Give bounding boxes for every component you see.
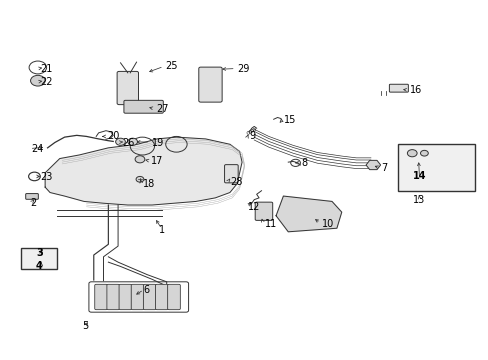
Circle shape: [30, 75, 45, 86]
Polygon shape: [366, 160, 380, 170]
Text: 12: 12: [248, 202, 260, 212]
FancyBboxPatch shape: [224, 165, 238, 183]
Text: 3: 3: [36, 248, 42, 258]
Circle shape: [127, 138, 137, 145]
FancyBboxPatch shape: [199, 67, 222, 102]
Text: 28: 28: [229, 177, 242, 187]
Text: 15: 15: [284, 115, 296, 125]
FancyBboxPatch shape: [26, 194, 38, 199]
FancyBboxPatch shape: [95, 284, 107, 310]
Polygon shape: [45, 137, 242, 205]
Circle shape: [135, 156, 144, 163]
Text: 9: 9: [249, 131, 255, 141]
Text: 18: 18: [143, 179, 155, 189]
Text: 10: 10: [322, 219, 334, 229]
Circle shape: [420, 150, 427, 156]
Text: 6: 6: [143, 285, 150, 295]
Text: 29: 29: [237, 64, 249, 73]
Circle shape: [407, 150, 416, 157]
FancyBboxPatch shape: [143, 284, 156, 310]
FancyBboxPatch shape: [119, 284, 131, 310]
Text: 23: 23: [40, 172, 52, 182]
Text: 26: 26: [122, 138, 134, 148]
Text: 20: 20: [107, 131, 120, 141]
Text: 16: 16: [409, 85, 421, 95]
FancyBboxPatch shape: [167, 284, 180, 310]
Text: 11: 11: [264, 219, 277, 229]
Text: 13: 13: [412, 195, 425, 205]
FancyBboxPatch shape: [397, 144, 474, 191]
Text: 24: 24: [31, 144, 44, 154]
Text: 25: 25: [165, 62, 178, 71]
Circle shape: [136, 176, 143, 182]
Text: 4: 4: [36, 261, 42, 271]
FancyBboxPatch shape: [388, 84, 407, 92]
Text: 2: 2: [30, 198, 37, 208]
Text: 8: 8: [301, 158, 307, 168]
Text: 22: 22: [40, 77, 52, 87]
FancyBboxPatch shape: [131, 284, 143, 310]
Text: 14: 14: [412, 171, 426, 181]
Text: 5: 5: [82, 321, 89, 331]
FancyBboxPatch shape: [123, 100, 163, 113]
Text: 21: 21: [40, 64, 52, 73]
Text: 27: 27: [156, 104, 168, 113]
FancyBboxPatch shape: [21, 248, 57, 269]
Text: 1: 1: [159, 225, 164, 235]
Polygon shape: [276, 196, 341, 232]
Text: 19: 19: [152, 138, 164, 148]
FancyBboxPatch shape: [117, 71, 138, 105]
FancyBboxPatch shape: [107, 284, 119, 310]
Circle shape: [116, 138, 125, 145]
FancyBboxPatch shape: [155, 284, 168, 310]
Text: 17: 17: [151, 156, 163, 166]
Text: 7: 7: [381, 163, 387, 173]
FancyBboxPatch shape: [255, 202, 272, 220]
